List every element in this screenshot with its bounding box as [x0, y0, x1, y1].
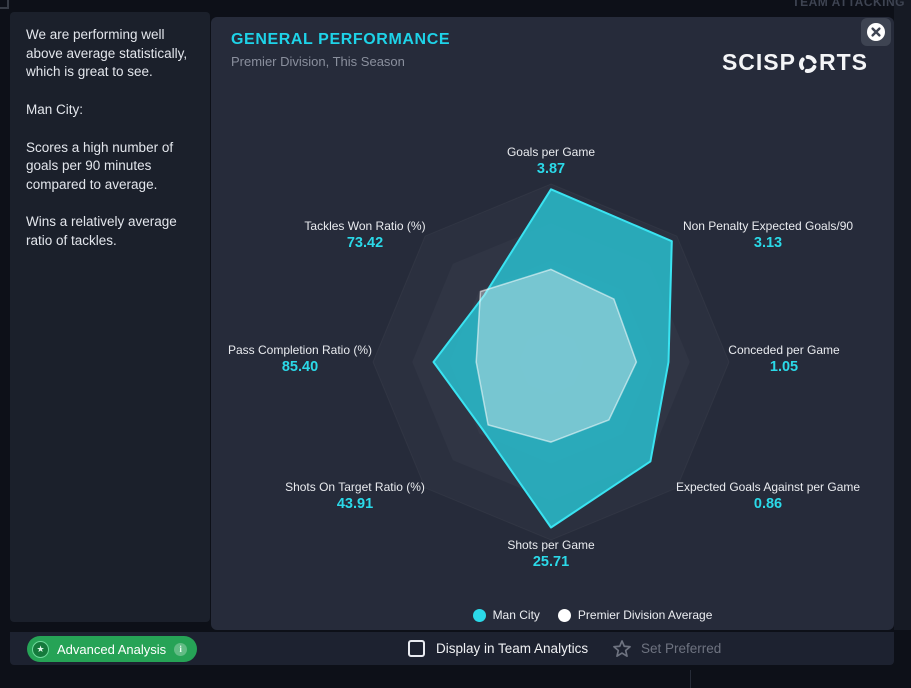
axis-label-block: Shots On Target Ratio (%) 43.91	[285, 480, 425, 512]
advanced-analysis-button[interactable]: ★ Advanced Analysis i	[27, 636, 198, 662]
axis-label: Shots per Game	[507, 538, 595, 552]
commentary-paragraph: Wins a relatively average ratio of tackl…	[26, 214, 177, 248]
axis-label: Conceded per Game	[728, 343, 840, 357]
display-in-team-analytics-checkbox[interactable]	[408, 640, 425, 657]
axis-label-block: Pass Completion Ratio (%) 85.40	[228, 343, 372, 375]
radar-svg	[372, 183, 730, 541]
star-badge-icon: ★	[32, 640, 49, 658]
axis-label: Shots On Target Ratio (%)	[285, 480, 425, 494]
man-city-dot-icon	[472, 608, 486, 622]
set-preferred-option[interactable]: Set Preferred	[611, 632, 721, 665]
axis-value: 1.05	[769, 359, 799, 375]
axis-label-block: Goals per Game 3.87	[507, 145, 595, 177]
axis-label: Expected Goals Against per Game	[675, 480, 861, 494]
background-section-title: TEAM ATTACKING	[792, 0, 905, 7]
legend-item-man-city: Man City	[472, 608, 540, 622]
axis-value: 85.40	[281, 359, 319, 375]
axis-value: 25.71	[532, 554, 570, 570]
radar-chart: Goals per Game 3.87 Non Penalty Expected G…	[211, 94, 894, 634]
logo-text: SCISP	[721, 49, 796, 75]
axis-label-block: Expected Goals Against per Game 0.86	[676, 480, 860, 512]
axis-label-block: Non Penalty Expected Goals/90 3.13	[683, 219, 853, 251]
advanced-analysis-label: Advanced Analysis	[57, 641, 167, 657]
chart-legend: Man City Premier Division Average	[251, 608, 911, 622]
star-outline-icon	[613, 639, 631, 657]
legend-item-average: Premier Division Average	[557, 608, 713, 622]
display-in-team-analytics-option: Display in Team Analytics	[408, 632, 588, 665]
axis-value: 73.42	[346, 235, 384, 251]
background-panel-fragment	[894, 0, 911, 630]
legend-label: Premier Division Average	[577, 608, 713, 622]
commentary-paragraph: Scores a high number of goals per 90 min…	[26, 139, 174, 192]
average-dot-icon	[557, 608, 571, 622]
page-subtitle: Premier Division, This Season	[231, 54, 405, 69]
average-polygon	[475, 268, 638, 443]
checkbox-label: Display in Team Analytics	[436, 641, 589, 656]
axis-value: 0.86	[753, 496, 783, 512]
background-fragment	[0, 0, 9, 9]
general-performance-modal: GENERAL PERFORMANCE Premier Division, Th…	[211, 17, 894, 630]
axis-label: Non Penalty Expected Goals/90	[682, 219, 854, 233]
commentary-paragraph: We are performing well above average sta…	[26, 27, 188, 80]
page-title: GENERAL PERFORMANCE	[231, 31, 451, 48]
footer-bar: ★ Advanced Analysis i Display in Team An…	[10, 632, 894, 665]
axis-label: Tackles Won Ratio (%)	[304, 219, 426, 233]
close-icon	[867, 23, 885, 41]
axis-value: 43.91	[336, 496, 374, 512]
axis-label: Pass Completion Ratio (%)	[227, 343, 373, 357]
axis-value: 3.87	[536, 161, 566, 177]
modal-header: GENERAL PERFORMANCE Premier Division, Th…	[211, 17, 894, 69]
set-preferred-label: Set Preferred	[641, 641, 722, 656]
legend-label: Man City	[492, 608, 540, 622]
axis-value: 3.13	[753, 235, 783, 251]
radar-ring	[372, 183, 730, 541]
background-divider	[690, 670, 691, 688]
close-button[interactable]	[861, 18, 891, 46]
axis-label: Goals per Game	[506, 145, 596, 159]
info-icon: i	[174, 642, 188, 656]
axis-label-block: Tackles Won Ratio (%) 73.42	[304, 219, 425, 251]
scisports-logo: SCISP RTS	[722, 49, 868, 76]
logo-swirl-icon	[799, 54, 817, 73]
analysis-commentary-panel: We are performing well above average sta…	[10, 12, 210, 622]
axis-label-block: Conceded per Game 1.05	[728, 343, 839, 375]
commentary-paragraph: Man City:	[26, 101, 84, 117]
logo-text: RTS	[819, 49, 868, 75]
axis-label-block: Shots per Game 25.71	[507, 538, 594, 570]
man-city-polygon	[432, 188, 673, 529]
